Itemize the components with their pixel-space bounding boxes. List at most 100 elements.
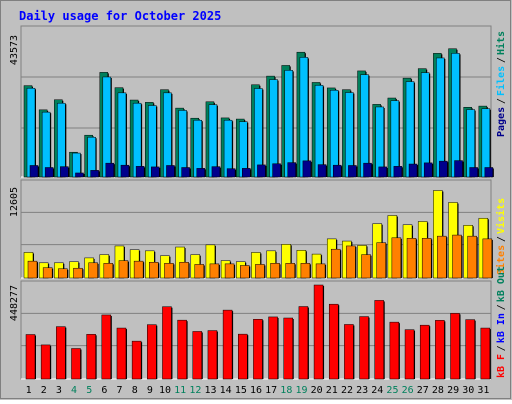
bar-kbytes-day-10 — [162, 306, 172, 380]
x-tick-label-day-12: 12 — [189, 385, 201, 396]
bar-files-day-21 — [329, 89, 339, 178]
x-tick-label-day-23: 23 — [356, 385, 368, 396]
x-tick-label-day-15: 15 — [235, 385, 247, 396]
bar-sites-day-12 — [194, 264, 205, 279]
bar-sites-day-9 — [149, 261, 159, 279]
bar-pages-day-11 — [181, 167, 190, 178]
x-tick-label-day-24: 24 — [371, 385, 383, 396]
bar-pages-day-16 — [257, 164, 266, 178]
bar-sites-day-4 — [73, 267, 83, 279]
x-tick-label-day-25: 25 — [386, 385, 398, 396]
bar-sites-day-8 — [133, 260, 144, 279]
bar-sites-day-5 — [88, 262, 98, 279]
bar-pages-day-8 — [135, 166, 145, 178]
bar-pages-day-25 — [393, 166, 403, 178]
bar-pages-day-12 — [196, 168, 206, 178]
bar-kbytes-day-9 — [147, 324, 157, 380]
bar-kbytes-day-11 — [177, 319, 187, 380]
x-tick-label-day-2: 2 — [41, 385, 47, 396]
legend-visits: Visits — [495, 198, 507, 234]
bar-kbytes-day-8 — [131, 340, 142, 380]
bar-kbytes-day-7 — [116, 327, 127, 380]
bar-sites-day-17 — [270, 263, 280, 279]
bar-files-day-9 — [148, 105, 157, 178]
bar-sites-day-28 — [437, 235, 447, 279]
x-tick-label-day-10: 10 — [159, 385, 171, 396]
bar-kbytes-day-22 — [344, 324, 354, 380]
legend-separator: / — [496, 57, 507, 63]
bar-files-day-19 — [299, 57, 309, 178]
bar-kbytes-day-23 — [359, 316, 369, 380]
bar-kbytes-day-13 — [207, 330, 218, 380]
bar-kbytes-day-16 — [253, 319, 263, 380]
bar-files-day-20 — [314, 85, 324, 178]
x-tick-label-day-7: 7 — [117, 385, 123, 396]
bar-files-day-23 — [360, 74, 369, 178]
bar-pages-day-19 — [302, 160, 312, 178]
bar-sites-day-16 — [255, 264, 265, 279]
x-tick-label-day-1: 1 — [26, 385, 32, 396]
bar-sites-day-1 — [27, 260, 38, 279]
x-tick-label-day-26: 26 — [402, 385, 414, 396]
bar-sites-day-26 — [406, 238, 417, 279]
x-tick-label-day-9: 9 — [147, 385, 153, 396]
bar-sites-day-10 — [164, 263, 174, 279]
bar-files-day-11 — [178, 110, 187, 178]
bar-kbytes-day-30 — [465, 319, 475, 380]
bar-kbytes-day-29 — [450, 313, 460, 380]
bar-pages-day-29 — [454, 160, 463, 178]
y-axis-labels: 43573 12605 448277 — [9, 35, 20, 321]
bar-kbytes-day-12 — [192, 331, 203, 380]
bar-sites-day-2 — [42, 267, 53, 279]
x-tick-label-day-19: 19 — [295, 385, 307, 396]
bar-sites-day-29 — [452, 234, 462, 279]
bar-kbytes-day-21 — [328, 303, 339, 380]
x-tick-label-day-21: 21 — [326, 385, 338, 396]
bar-kbytes-day-1 — [25, 334, 36, 380]
bar-sites-day-15 — [240, 265, 250, 279]
bar-sites-day-22 — [346, 245, 356, 279]
x-tick-label-day-16: 16 — [250, 385, 262, 396]
bar-pages-day-24 — [378, 166, 387, 178]
bar-files-day-3 — [57, 102, 66, 178]
bar-kbytes-day-5 — [86, 334, 96, 380]
bar-pages-day-20 — [317, 164, 327, 178]
legend-hits: Hits — [495, 31, 507, 55]
bar-sites-day-14 — [224, 263, 235, 279]
x-tick-label-day-27: 27 — [417, 385, 429, 396]
bar-sites-day-24 — [376, 242, 386, 279]
bar-sites-day-30 — [467, 235, 477, 279]
bar-kbytes-day-6 — [101, 314, 112, 380]
bar-pages-day-23 — [363, 162, 372, 178]
bars — [23, 48, 494, 380]
x-axis-labels: 1 2 3 4 5 6 7 8 9 10 11 12 13 14 15 16 17 18 19 20 21 22 23 24 2… — [26, 385, 490, 396]
bar-files-day-30 — [466, 109, 475, 178]
x-tick-label-day-17: 17 — [265, 385, 277, 396]
x-tick-label-day-14: 14 — [220, 385, 232, 396]
bar-kbytes-day-27 — [419, 324, 430, 380]
bar-pages-day-26 — [408, 163, 418, 178]
bar-sites-day-6 — [103, 263, 114, 279]
bar-kbytes-day-18 — [283, 317, 293, 380]
bar-pages-day-14 — [226, 168, 236, 178]
bar-kbytes-day-24 — [374, 300, 384, 380]
bar-pages-day-1 — [29, 165, 39, 178]
y-tick-label-visits-sites: 12605 — [9, 187, 20, 217]
legend-pages: Pages — [496, 107, 507, 137]
legend-separator: / — [496, 236, 507, 242]
x-tick-label-day-3: 3 — [56, 385, 62, 396]
x-tick-label-day-8: 8 — [132, 385, 138, 396]
legend-sites: Sites — [495, 245, 507, 275]
y-tick-label-kbytes: 448277 — [9, 285, 20, 321]
x-tick-label-day-11: 11 — [174, 385, 186, 396]
bar-sites-day-13 — [209, 263, 220, 279]
x-tick-label-day-13: 13 — [204, 385, 216, 396]
bar-files-day-7 — [117, 92, 127, 178]
bar-sites-day-20 — [315, 263, 326, 279]
bar-files-day-27 — [420, 72, 430, 178]
bar-pages-day-31 — [484, 167, 494, 178]
bar-pages-day-6 — [105, 162, 115, 178]
